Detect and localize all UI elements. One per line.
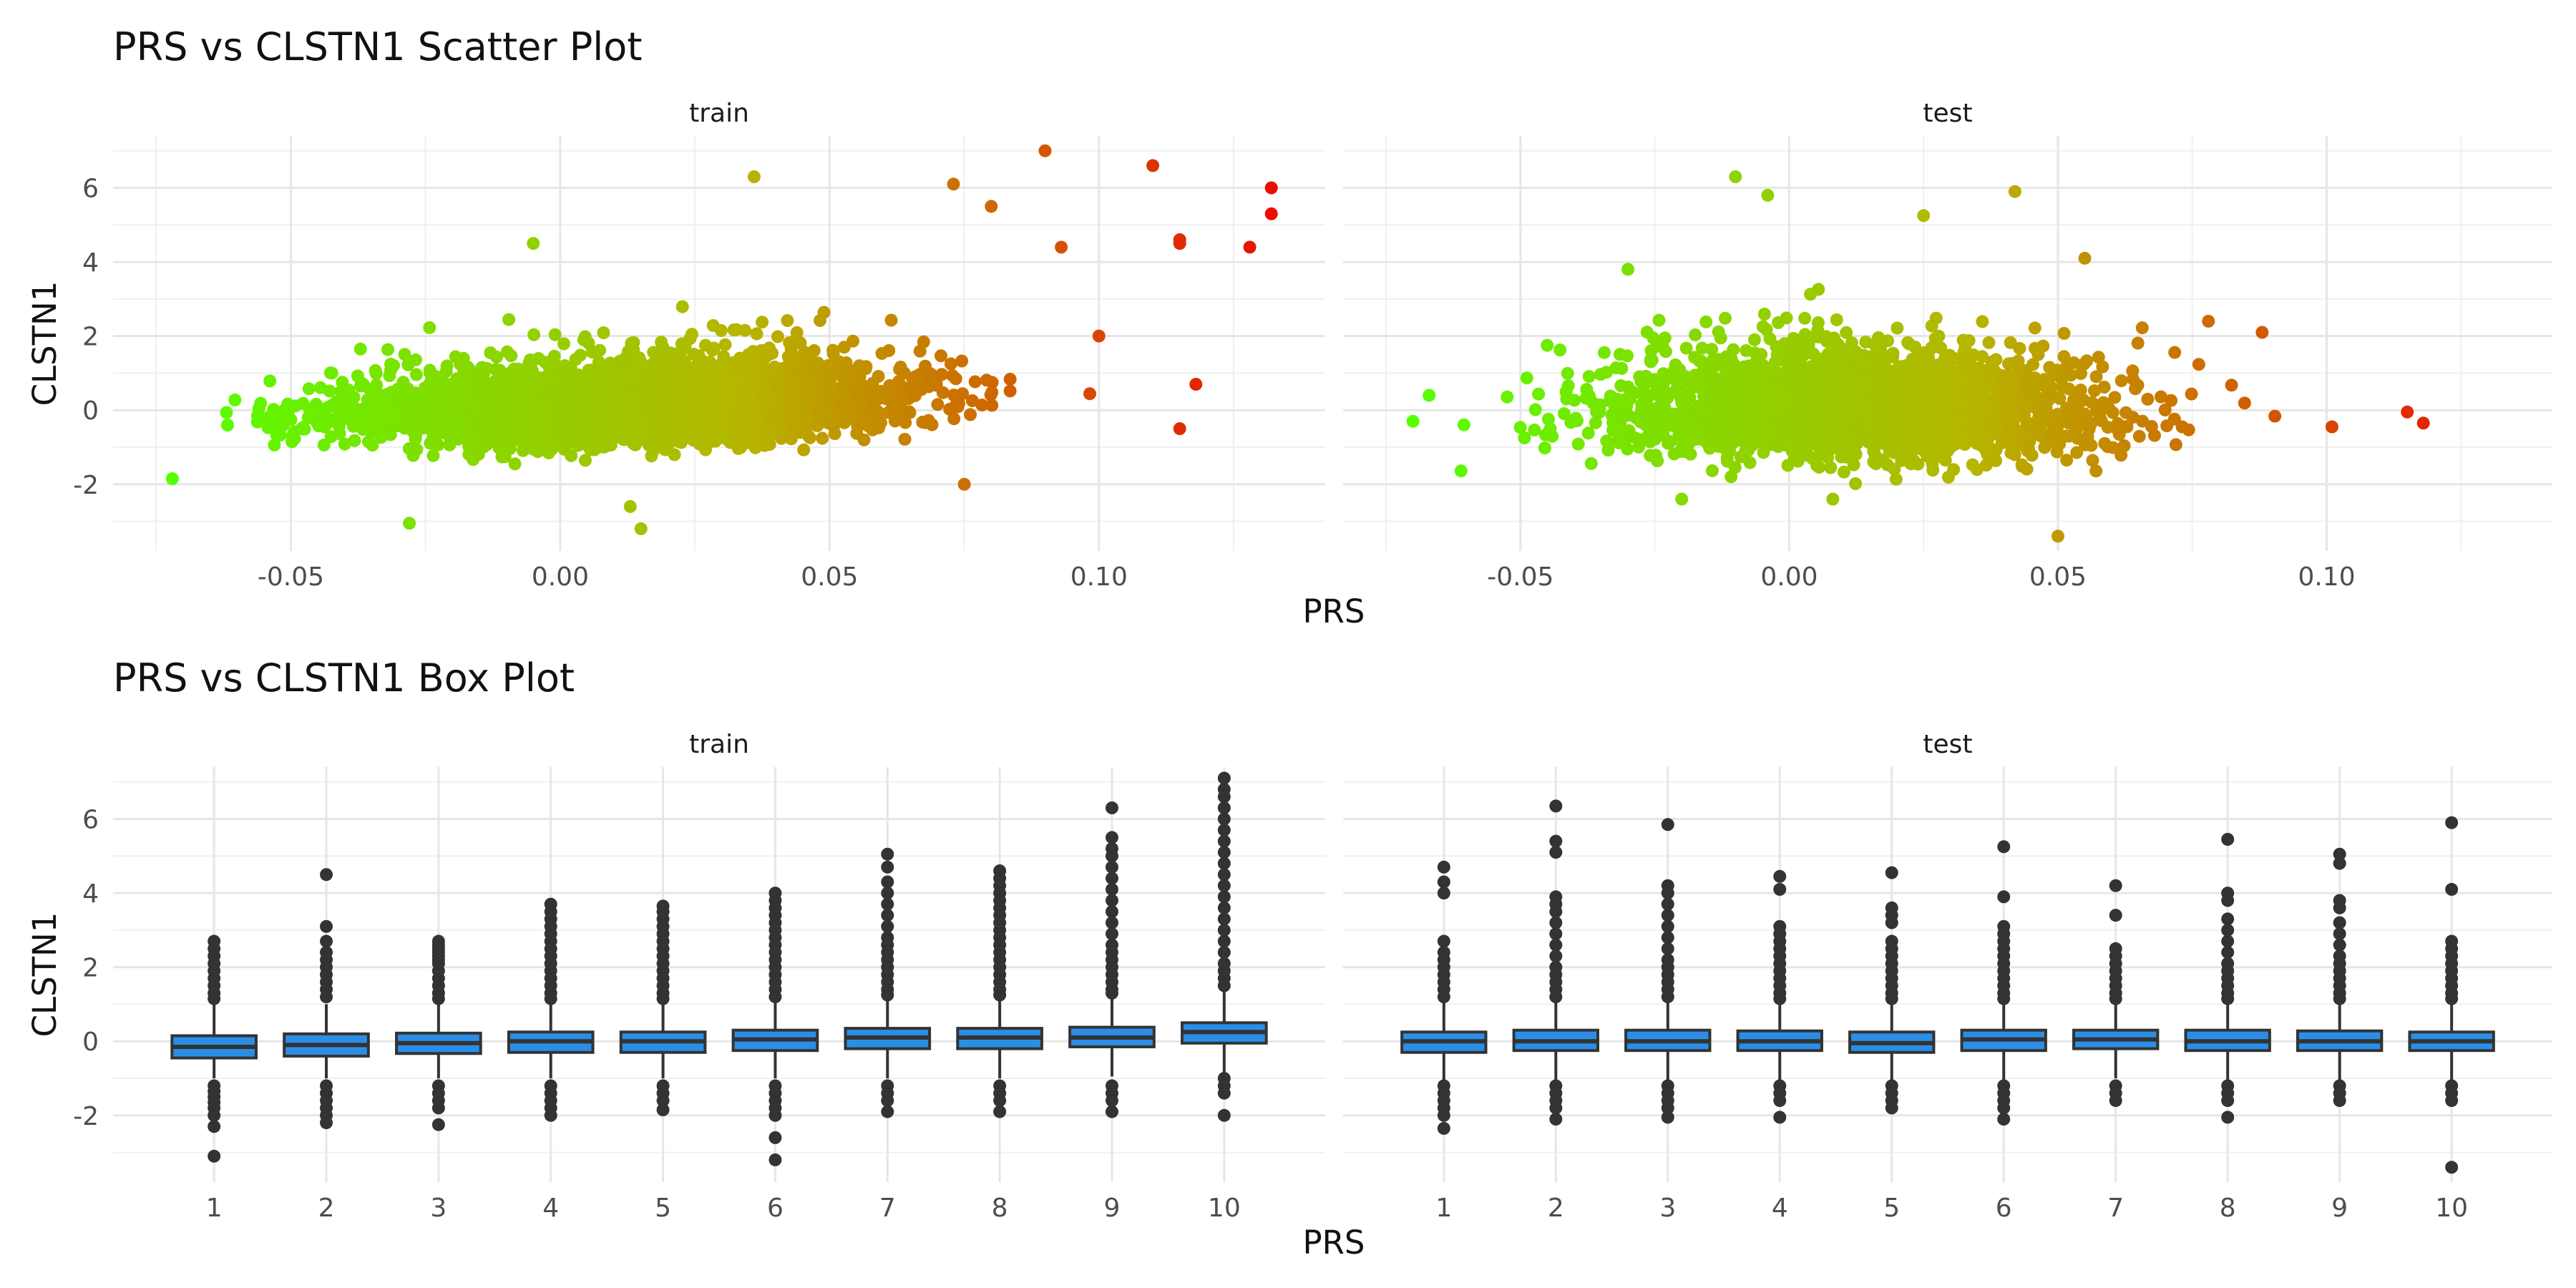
- scatter-point: [228, 393, 242, 406]
- scatter-point: [837, 341, 851, 354]
- scatter-x-tick-label: 0.00: [532, 562, 589, 592]
- scatter-point: [984, 388, 997, 401]
- scatter-point: [252, 402, 265, 415]
- scatter-point: [965, 394, 979, 407]
- scatter-point: [426, 449, 440, 462]
- scatter-point: [508, 457, 522, 471]
- scatter-point: [557, 337, 570, 351]
- scatter-point: [439, 364, 453, 378]
- scatter-point: [261, 421, 275, 434]
- scatter-point: [826, 343, 840, 357]
- scatter-point: [675, 300, 689, 313]
- scatter-point: [597, 326, 610, 339]
- scatter-point: [402, 442, 416, 455]
- scatter-point: [685, 328, 698, 341]
- scatter-title: PRS vs CLSTN1 Scatter Plot: [113, 24, 643, 69]
- scatter-points-train: [165, 144, 1278, 535]
- scatter-point: [582, 336, 595, 350]
- scatter-point: [398, 348, 411, 361]
- scatter-x-tick-label: -0.05: [258, 562, 324, 592]
- scatter-x-tick-label: 0.05: [801, 562, 858, 592]
- scatter-point: [771, 330, 784, 343]
- scatter-point: [346, 419, 360, 433]
- scatter-point: [781, 314, 794, 327]
- scatter-point: [431, 438, 445, 452]
- scatter-chart: PRS vs CLSTN1 Scatter Plot train test -0…: [26, 24, 2552, 630]
- scatter-point: [502, 313, 516, 326]
- scatter-point: [645, 449, 658, 463]
- scatter-point: [853, 359, 866, 373]
- scatter-point: [302, 382, 316, 396]
- scatter-point: [548, 328, 562, 341]
- scatter-point: [931, 398, 945, 411]
- scatter-point: [341, 407, 354, 421]
- scatter-point: [956, 387, 970, 401]
- scatter-point: [968, 375, 982, 389]
- scatter-point: [574, 348, 587, 362]
- scatter-facet-train-label: train: [689, 99, 749, 128]
- scatter-point: [898, 432, 912, 446]
- scatter-point: [807, 343, 821, 357]
- scatter-facet-test-label: test: [1923, 99, 1972, 128]
- scatter-x-tick-label: 0.10: [1070, 562, 1128, 592]
- scatter-point: [964, 408, 977, 421]
- scatter-point: [980, 374, 993, 387]
- scatter-panel-train: -0.05 0.00 0.05 0.10: [113, 136, 1325, 592]
- scatter-point: [678, 338, 692, 352]
- scatter-point: [267, 403, 280, 416]
- scatter-point: [935, 349, 947, 363]
- scatter-point: [268, 438, 281, 452]
- scatter-point: [913, 344, 927, 358]
- scatter-point: [281, 406, 295, 420]
- scatter-point: [1003, 373, 1017, 386]
- scatter-point: [547, 349, 561, 363]
- scatter-point: [857, 433, 871, 447]
- scatter-point: [797, 443, 811, 457]
- scatter-point: [816, 431, 829, 445]
- scatter-point: [955, 354, 969, 368]
- scatter-point: [325, 366, 338, 380]
- scatter-point: [985, 399, 999, 412]
- scatter-point: [698, 338, 712, 352]
- scatter-point: [975, 399, 989, 411]
- scatter-point: [423, 321, 436, 334]
- scatter-point: [946, 369, 960, 382]
- scatter-point: [263, 374, 277, 388]
- scatter-point: [351, 369, 364, 383]
- scatter-point: [409, 353, 422, 366]
- scatter-point: [1083, 387, 1096, 401]
- scatter-point: [1003, 384, 1017, 398]
- scatter-point: [338, 437, 351, 451]
